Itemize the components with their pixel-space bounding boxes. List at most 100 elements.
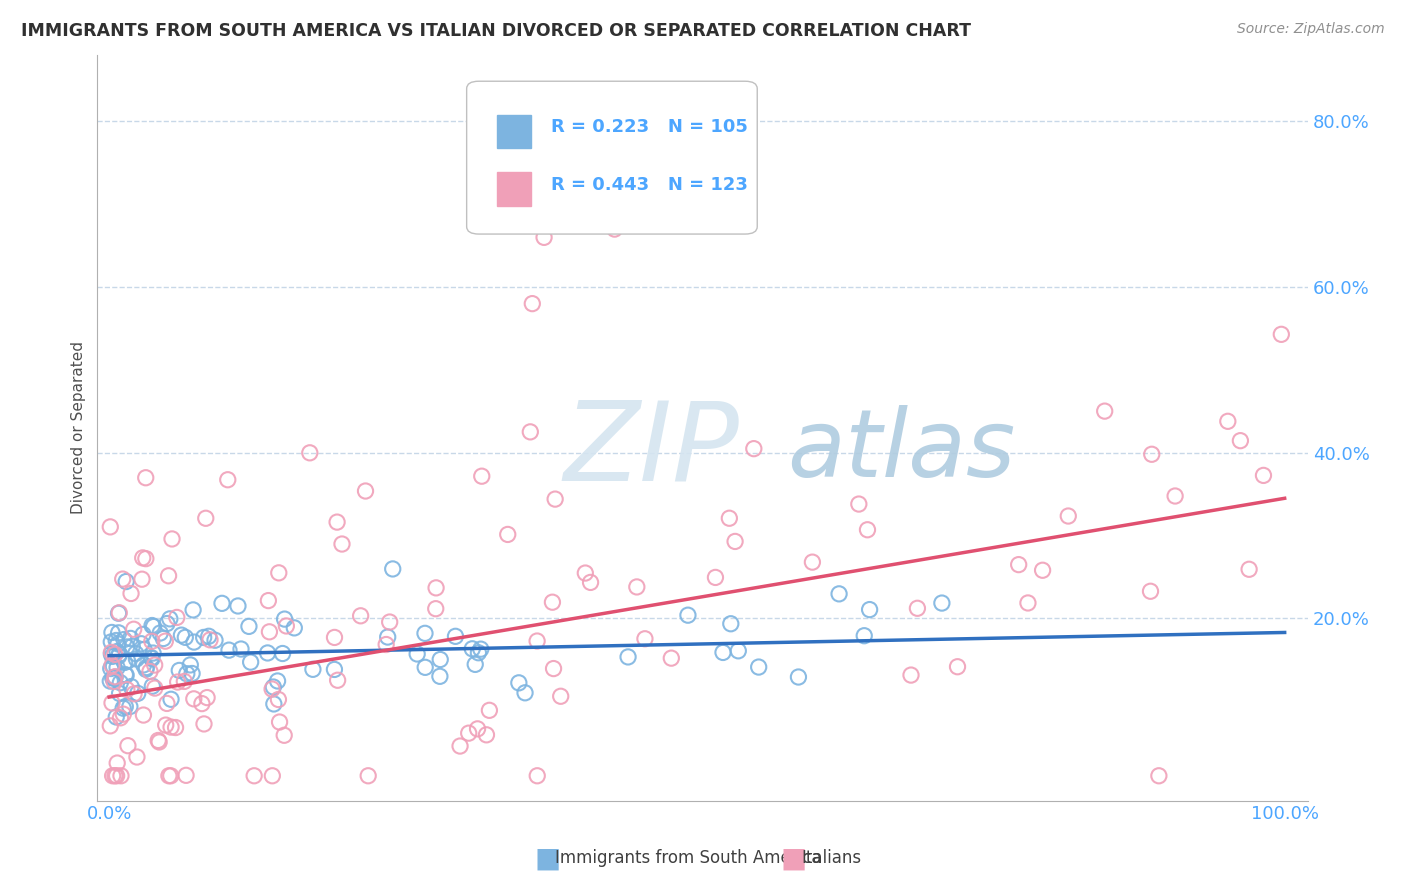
Point (526, 634, 548, 648)
Point (1008, 558, 1031, 572)
Point (100, 635, 122, 649)
Point (104, 670, 127, 684)
Point (544, 492, 567, 507)
Point (243, 769, 266, 783)
Point (1164, 489, 1187, 503)
Point (155, 634, 177, 648)
Point (98, 719, 121, 733)
Point (169, 664, 191, 678)
Point (323, 631, 346, 645)
Point (239, 655, 262, 669)
Point (104, 769, 127, 783)
Point (170, 628, 193, 642)
Point (114, 699, 136, 714)
Point (121, 640, 143, 654)
Text: Italians: Italians (801, 849, 862, 867)
Point (204, 633, 226, 648)
Point (357, 769, 380, 783)
Point (141, 679, 163, 693)
Point (105, 710, 128, 724)
Point (720, 616, 742, 631)
Point (156, 697, 179, 711)
Point (183, 691, 205, 706)
Bar (496, 115, 531, 148)
Point (1147, 769, 1170, 783)
Point (269, 714, 291, 729)
Point (283, 621, 305, 635)
Point (118, 699, 141, 714)
Point (544, 197, 567, 211)
Point (617, 649, 640, 664)
Point (120, 632, 142, 646)
Point (257, 593, 280, 607)
Point (848, 497, 870, 511)
Point (508, 676, 530, 690)
Point (194, 511, 217, 525)
Point (276, 619, 298, 633)
Point (108, 647, 131, 661)
Point (135, 662, 157, 676)
Point (157, 568, 180, 582)
Point (176, 666, 198, 681)
Point (859, 602, 882, 616)
Point (724, 534, 747, 549)
Point (115, 640, 138, 654)
Point (262, 681, 284, 696)
Point (122, 687, 145, 701)
Point (634, 632, 657, 646)
Point (748, 660, 770, 674)
Point (125, 652, 148, 666)
Point (100, 661, 122, 675)
Point (787, 670, 810, 684)
Point (110, 675, 132, 690)
Point (1094, 404, 1116, 418)
Point (931, 596, 953, 610)
Point (1140, 447, 1163, 461)
Point (1139, 584, 1161, 599)
Point (238, 619, 260, 633)
Point (475, 728, 498, 742)
Point (141, 618, 163, 632)
Point (132, 550, 155, 565)
Point (159, 769, 181, 783)
Point (267, 566, 290, 580)
Point (100, 647, 122, 661)
Point (377, 630, 399, 644)
Point (413, 626, 436, 640)
Point (381, 562, 404, 576)
Point (718, 511, 741, 525)
Point (1237, 562, 1260, 576)
Text: Source: ZipAtlas.com: Source: ZipAtlas.com (1237, 22, 1385, 37)
Point (115, 682, 138, 697)
Point (141, 634, 163, 648)
Point (143, 658, 166, 673)
Point (135, 660, 157, 674)
Point (229, 642, 252, 657)
Point (704, 570, 727, 584)
Point (326, 515, 349, 529)
Point (117, 654, 139, 668)
Text: ■: ■ (534, 844, 561, 872)
Point (1032, 563, 1054, 577)
Point (107, 607, 129, 621)
Point (104, 670, 127, 684)
Point (273, 612, 295, 626)
Point (256, 646, 278, 660)
Point (115, 668, 138, 682)
Point (160, 692, 183, 706)
Point (449, 739, 471, 753)
Point (533, 230, 555, 244)
Point (464, 657, 486, 672)
Point (103, 671, 125, 685)
Point (271, 647, 294, 661)
Point (105, 769, 128, 783)
Point (101, 769, 124, 783)
Point (103, 674, 125, 689)
Text: ZIP: ZIP (564, 397, 740, 504)
Point (354, 483, 377, 498)
Point (626, 580, 648, 594)
Point (425, 601, 447, 615)
Point (105, 644, 128, 658)
Point (676, 608, 699, 623)
Point (267, 692, 290, 706)
